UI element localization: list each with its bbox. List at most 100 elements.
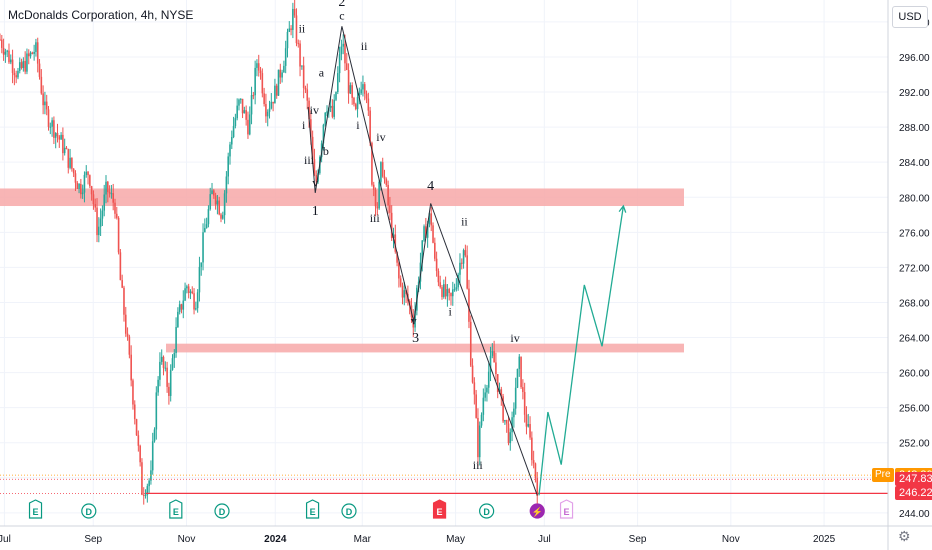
candle-body: [11, 59, 14, 73]
elliott-wave-line: [307, 26, 538, 496]
candle-body: [531, 437, 533, 461]
candle-body: [99, 218, 102, 227]
candle-body: [493, 351, 495, 363]
x-tick-label: 2025: [813, 534, 836, 545]
candle-body: [108, 192, 111, 194]
candle-body: [360, 89, 362, 94]
candle-body: [198, 266, 201, 293]
x-tick-label: May: [446, 534, 465, 545]
projection-path: [538, 205, 625, 496]
candle-body: [92, 194, 95, 205]
marker-label: D: [346, 507, 353, 517]
candle-body: [507, 423, 510, 444]
candle-body: [17, 70, 19, 78]
candle-body: [119, 252, 122, 281]
candle-body: [117, 217, 120, 253]
candle-body: [44, 101, 46, 106]
candle-body: [31, 52, 34, 54]
candle-body: [229, 144, 231, 157]
candle-body: [71, 157, 73, 169]
candle-body: [455, 287, 458, 290]
candle-body: [288, 28, 291, 32]
candle-body: [385, 179, 388, 185]
candle-body: [178, 304, 181, 312]
candle-body: [471, 365, 474, 383]
candle-body: [390, 212, 393, 239]
marker-label: E: [33, 507, 39, 517]
candle-body: [277, 69, 280, 96]
y-tick-label: 252.00: [899, 439, 930, 450]
candle-body: [166, 367, 168, 387]
candle-body: [236, 105, 238, 119]
candle-body: [135, 419, 138, 436]
y-tick-label: 288.00: [899, 123, 930, 134]
candle-body: [159, 361, 161, 380]
candle-body: [349, 85, 352, 94]
candle-body: [437, 270, 440, 283]
currency-button[interactable]: USD: [892, 6, 928, 28]
candle-body: [333, 99, 336, 117]
candle-body: [195, 308, 197, 310]
candle-body: [462, 250, 465, 264]
candle-body: [105, 181, 107, 195]
candle-body: [35, 42, 37, 52]
marker-label: E: [437, 507, 443, 517]
candle-body: [338, 54, 341, 74]
candle-body: [491, 351, 494, 356]
marker-label: E: [173, 507, 179, 517]
candle-body: [414, 310, 416, 328]
candle-body: [394, 234, 397, 252]
candle-body: [6, 50, 8, 52]
candle-body: [306, 89, 309, 101]
candle-body: [65, 147, 68, 149]
candle-body: [137, 435, 140, 446]
candle-body: [396, 251, 398, 263]
candle-body: [148, 480, 150, 487]
earnings-marker: [28, 499, 43, 519]
candle-body: [2, 47, 5, 55]
candle-body: [534, 463, 537, 479]
candle-body: [502, 396, 504, 422]
y-tick-label: 264.00: [899, 334, 930, 345]
candle-body: [98, 226, 100, 236]
candle-body: [15, 75, 17, 78]
candle-body: [76, 182, 79, 189]
candle-body: [256, 63, 258, 68]
candle-body: [525, 414, 528, 427]
candle-body: [214, 195, 217, 205]
y-tick-label: 284.00: [899, 158, 930, 169]
resistance-zone: [0, 188, 684, 207]
candle-body: [241, 98, 244, 114]
candle-body: [369, 110, 371, 143]
candle-body: [367, 98, 370, 111]
candle-body: [74, 173, 77, 183]
y-tick-label: 260.00: [899, 369, 930, 380]
candle-body: [446, 289, 449, 297]
wave-label: iii: [473, 458, 484, 472]
candle-body: [353, 97, 355, 105]
candle-body: [399, 278, 402, 286]
gear-icon[interactable]: ⚙: [898, 528, 911, 544]
candle-body: [275, 85, 278, 96]
candle-body: [489, 355, 492, 372]
candle-body: [33, 51, 35, 54]
candle-body: [107, 181, 109, 193]
y-tick-label: 272.00: [899, 263, 930, 274]
candle-body: [0, 39, 1, 41]
candle-body: [42, 93, 44, 106]
candle-body: [26, 53, 28, 72]
wave-label: iii: [370, 211, 381, 225]
candle-body: [311, 136, 314, 160]
candle-body: [266, 111, 269, 117]
candle-body: [204, 228, 206, 233]
candle-body: [509, 432, 512, 444]
candle-body: [505, 420, 508, 424]
x-tick-label: Mar: [354, 534, 372, 545]
chart-title: McDonalds Corporation, 4h, NYSE: [8, 8, 194, 22]
candle-body: [87, 171, 89, 176]
candle-body: [209, 194, 212, 210]
candle-body: [213, 190, 215, 196]
candle-body: [480, 414, 483, 426]
candle-body: [292, 8, 294, 30]
